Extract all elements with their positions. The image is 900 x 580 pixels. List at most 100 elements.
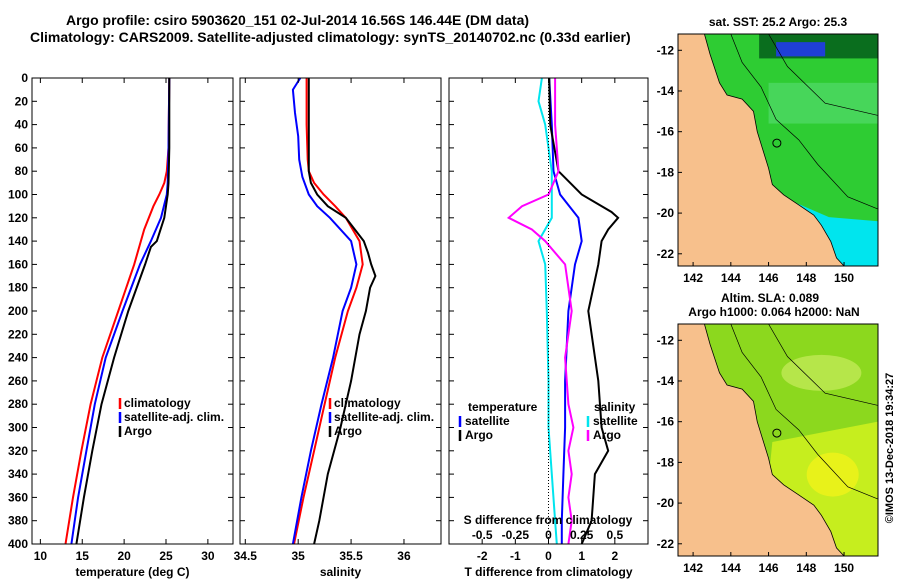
lon-tick-label: 150 bbox=[834, 561, 854, 575]
plot-frame bbox=[239, 77, 442, 545]
legend-label: Argo bbox=[334, 424, 362, 438]
y-tick-label: 320 bbox=[8, 444, 28, 458]
series-salinity-satellite bbox=[537, 77, 558, 545]
lon-tick-label: 144 bbox=[721, 271, 741, 285]
lat-tick-label: -18 bbox=[657, 165, 675, 179]
y-tick-label: 220 bbox=[8, 327, 28, 341]
bathy-contour bbox=[730, 323, 879, 500]
series-temperature-argo bbox=[548, 77, 620, 545]
map-frame bbox=[677, 323, 879, 557]
salinity-panel: 34.5 35 35.5 36 salinity climatologysatellite… bbox=[234, 77, 442, 579]
lat-tick-label: -22 bbox=[657, 247, 675, 261]
legend-label: satellite-adj. clim. bbox=[334, 410, 434, 424]
x-tick-label: 15 bbox=[76, 549, 90, 563]
legend-label: Argo bbox=[124, 424, 152, 438]
x-tick-label: -2 bbox=[477, 549, 488, 563]
top-tick-label: -0.25 bbox=[502, 528, 530, 542]
plot-frame bbox=[31, 77, 234, 545]
series-satellite-adj-clim- bbox=[70, 77, 171, 545]
legend-title-temperature: temperature bbox=[468, 400, 538, 414]
y-tick-label: 340 bbox=[8, 467, 28, 481]
series-temperature-satellite bbox=[548, 77, 583, 544]
legend-label: satellite-adj. clim. bbox=[124, 410, 224, 424]
lon-tick-label: 142 bbox=[683, 561, 703, 575]
lon-tick-label: 144 bbox=[721, 561, 741, 575]
lat-tick-label: -16 bbox=[657, 125, 675, 139]
lon-tick-label: 150 bbox=[834, 271, 854, 285]
series-satellite-adj-clim- bbox=[291, 77, 358, 545]
x-axis-label: salinity bbox=[320, 565, 362, 579]
lat-tick-label: -22 bbox=[657, 537, 675, 551]
sla-subtitle: Argo h1000: 0.064 h2000: NaN bbox=[688, 305, 859, 319]
argo-marker bbox=[772, 138, 782, 148]
land bbox=[677, 323, 845, 557]
sla-bright bbox=[806, 452, 859, 497]
header-line2: Climatology: CARS2009. Satellite-adjuste… bbox=[30, 29, 631, 45]
lat-tick-label: -12 bbox=[657, 333, 675, 347]
lat-tick-label: -16 bbox=[657, 415, 675, 429]
bathy-contour bbox=[768, 33, 879, 116]
legend-label: Argo bbox=[593, 428, 621, 442]
lat-tick-label: -20 bbox=[657, 496, 675, 510]
lon-tick-label: 146 bbox=[759, 271, 779, 285]
lat-tick-label: -18 bbox=[657, 455, 675, 469]
bathy-contour bbox=[768, 323, 879, 406]
x-tick-label: 35.5 bbox=[339, 549, 363, 563]
y-tick-label: 180 bbox=[8, 281, 28, 295]
x-tick-label: 10 bbox=[34, 549, 48, 563]
y-tick-label: 400 bbox=[8, 537, 28, 551]
map-frame bbox=[677, 33, 879, 267]
y-tick-label: 0 bbox=[21, 71, 28, 85]
y-tick-label: 380 bbox=[8, 514, 28, 528]
legend-label: climatology bbox=[334, 396, 401, 410]
top-tick-label: 0.5 bbox=[606, 528, 623, 542]
bathy-contour bbox=[730, 33, 879, 210]
top-tick-label: 0.25 bbox=[570, 528, 594, 542]
sst-map: 142 144 146 148 150 -12 -14 -16 -18 -20 -22 sat. SS… bbox=[657, 15, 879, 285]
x-tick-label: 35 bbox=[292, 549, 306, 563]
x-tick-label: -1 bbox=[510, 549, 521, 563]
x-tick-label: 1 bbox=[578, 549, 585, 563]
y-tick-label: 300 bbox=[8, 421, 28, 435]
legend-label: satellite bbox=[465, 414, 510, 428]
lat-tick-label: -14 bbox=[657, 374, 675, 388]
x-tick-label: 2 bbox=[611, 549, 618, 563]
light-patch bbox=[768, 82, 878, 124]
y-tick-label: 40 bbox=[15, 118, 29, 132]
legend-label: satellite bbox=[593, 414, 638, 428]
sla-map: 142 144 146 148 150 -12 -14 -16 -18 -20 -22 Altim. … bbox=[657, 291, 896, 575]
top-tick-label: 0 bbox=[545, 528, 552, 542]
y-tick-label: 160 bbox=[8, 257, 28, 271]
blue-patch bbox=[776, 42, 826, 57]
sla-title: Altim. SLA: 0.089 bbox=[721, 291, 819, 305]
lon-tick-label: 146 bbox=[759, 561, 779, 575]
lon-tick-label: 148 bbox=[796, 561, 816, 575]
lon-tick-label: 148 bbox=[796, 271, 816, 285]
y-tick-label: 360 bbox=[8, 490, 28, 504]
x-tick-label: 20 bbox=[117, 549, 131, 563]
y-tick-label: 80 bbox=[15, 164, 29, 178]
x-tick-label: 30 bbox=[201, 549, 215, 563]
y-tick-label: 260 bbox=[8, 374, 28, 388]
y-tick-label: 280 bbox=[8, 397, 28, 411]
y-tick-label: 120 bbox=[8, 211, 28, 225]
x-tick-label: 36 bbox=[397, 549, 411, 563]
difference-panel: -2 -1 0 1 2 T difference from climatology temp… bbox=[448, 77, 649, 579]
top-axis-label: S difference from climatology bbox=[464, 513, 633, 527]
legend-label: Argo bbox=[465, 428, 493, 442]
series-salinity-argo bbox=[506, 78, 575, 545]
top-tick-label: -0.5 bbox=[472, 528, 493, 542]
y-tick-label: 200 bbox=[8, 304, 28, 318]
y-tick-label: 240 bbox=[8, 351, 28, 365]
legend-title-salinity: salinity bbox=[594, 400, 636, 414]
x-tick-label: 0 bbox=[545, 549, 552, 563]
y-tick-label: 20 bbox=[15, 94, 29, 108]
x-axis-label: temperature (deg C) bbox=[75, 565, 189, 579]
argo-marker bbox=[772, 428, 782, 438]
x-tick-label: 25 bbox=[159, 549, 173, 563]
series-argo bbox=[307, 78, 377, 545]
lat-tick-label: -20 bbox=[657, 206, 675, 220]
land bbox=[677, 33, 845, 267]
sla-high bbox=[781, 354, 862, 391]
